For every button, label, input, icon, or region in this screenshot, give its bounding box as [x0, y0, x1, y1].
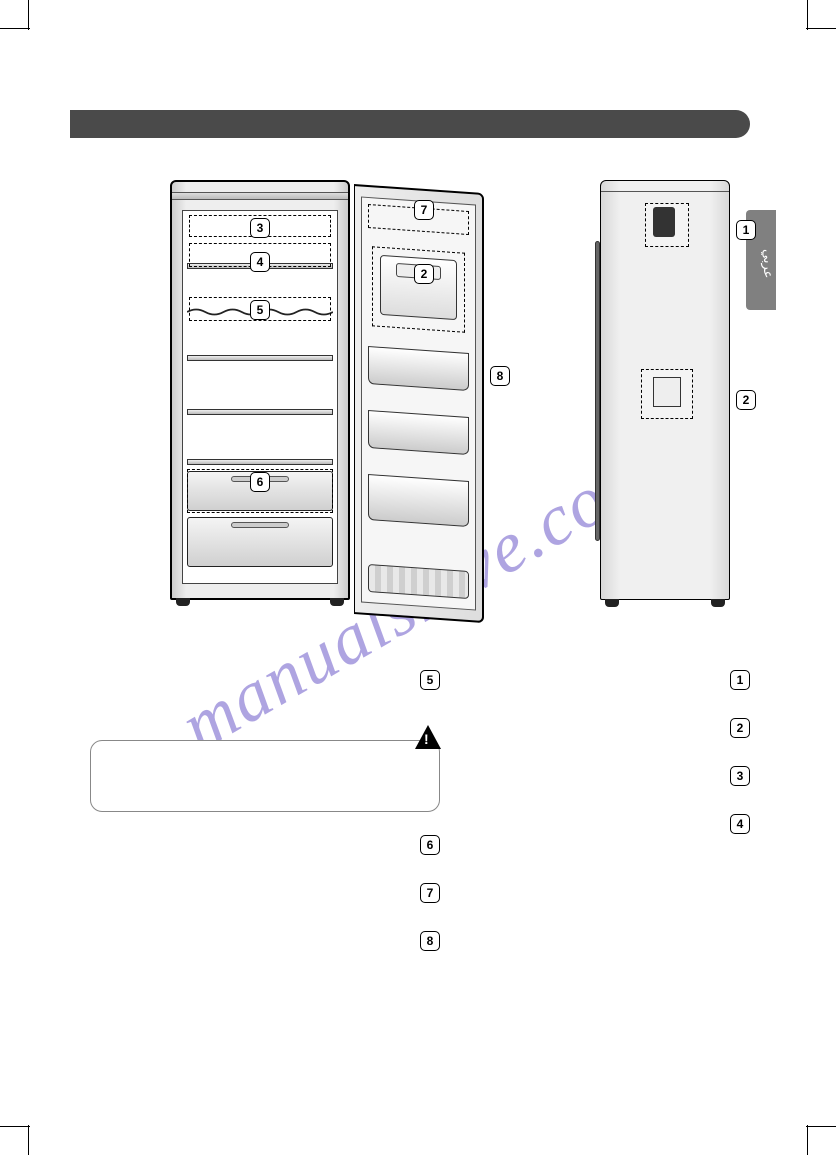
- manual-page: عربي manualshive.com 1 2: [60, 40, 776, 1115]
- legend-item: 2: [450, 718, 750, 738]
- callout-2-open: 2: [414, 264, 434, 284]
- callout-3: 3: [250, 218, 270, 238]
- callout-8: 8: [490, 366, 510, 386]
- legend-text: [450, 766, 718, 780]
- control-panel: [653, 207, 675, 237]
- legend-item: 4: [450, 814, 750, 834]
- legend-number: 1: [730, 670, 750, 690]
- legend-column-right: 1 2 3 4: [450, 670, 750, 862]
- fridge-door-open: [354, 184, 484, 623]
- legend-item: 8: [90, 931, 440, 951]
- fridge-open-view: 3 4 5 6 7 2: [170, 180, 510, 620]
- water-dispenser: [653, 377, 681, 407]
- legend-number: 7: [420, 883, 440, 903]
- legend-text: [90, 931, 408, 945]
- legend-number: 5: [420, 670, 440, 690]
- door-bin: [368, 474, 469, 527]
- legend-number: 4: [730, 814, 750, 834]
- legend-number: 3: [730, 766, 750, 786]
- legend-text: [90, 670, 408, 684]
- fridge-cabinet: [170, 180, 350, 600]
- glass-shelf: [187, 355, 333, 361]
- glass-shelf: [187, 409, 333, 415]
- callout-6: 6: [250, 472, 270, 492]
- callout-5: 5: [250, 300, 270, 320]
- door-bin: [368, 410, 469, 455]
- fridge-closed-view: [600, 180, 730, 600]
- legend-number: 8: [420, 931, 440, 951]
- legend-text: [90, 883, 408, 897]
- legend-number: 2: [730, 718, 750, 738]
- callout-2-closed: 2: [736, 390, 756, 410]
- warning-icon: [415, 725, 441, 749]
- legend-column-left-lower: 6 7 8: [90, 835, 440, 979]
- caution-note: [90, 740, 440, 812]
- section-header-bar: [70, 110, 750, 138]
- legend-text: [450, 814, 718, 828]
- legend-column-left: 5: [90, 670, 440, 718]
- door-bin: [368, 346, 469, 391]
- legend-number: 6: [420, 835, 440, 855]
- door-handle: [595, 241, 600, 541]
- callout-1: 1: [736, 220, 756, 240]
- legend-text: [450, 718, 718, 732]
- legend-item: 7: [90, 883, 440, 903]
- callout-7: 7: [414, 200, 434, 220]
- legend-item: 1: [450, 670, 750, 690]
- door-bottom-vent: [368, 564, 469, 599]
- legend-item: 3: [450, 766, 750, 786]
- callout-4: 4: [250, 252, 270, 272]
- legend-item: 6: [90, 835, 440, 855]
- legend-text: [450, 670, 718, 684]
- crisper-drawer: [187, 517, 333, 567]
- glass-shelf: [187, 459, 333, 465]
- legend-text: [90, 835, 408, 849]
- appliance-diagram: 1 2: [170, 180, 730, 640]
- legend-item: 5: [90, 670, 440, 690]
